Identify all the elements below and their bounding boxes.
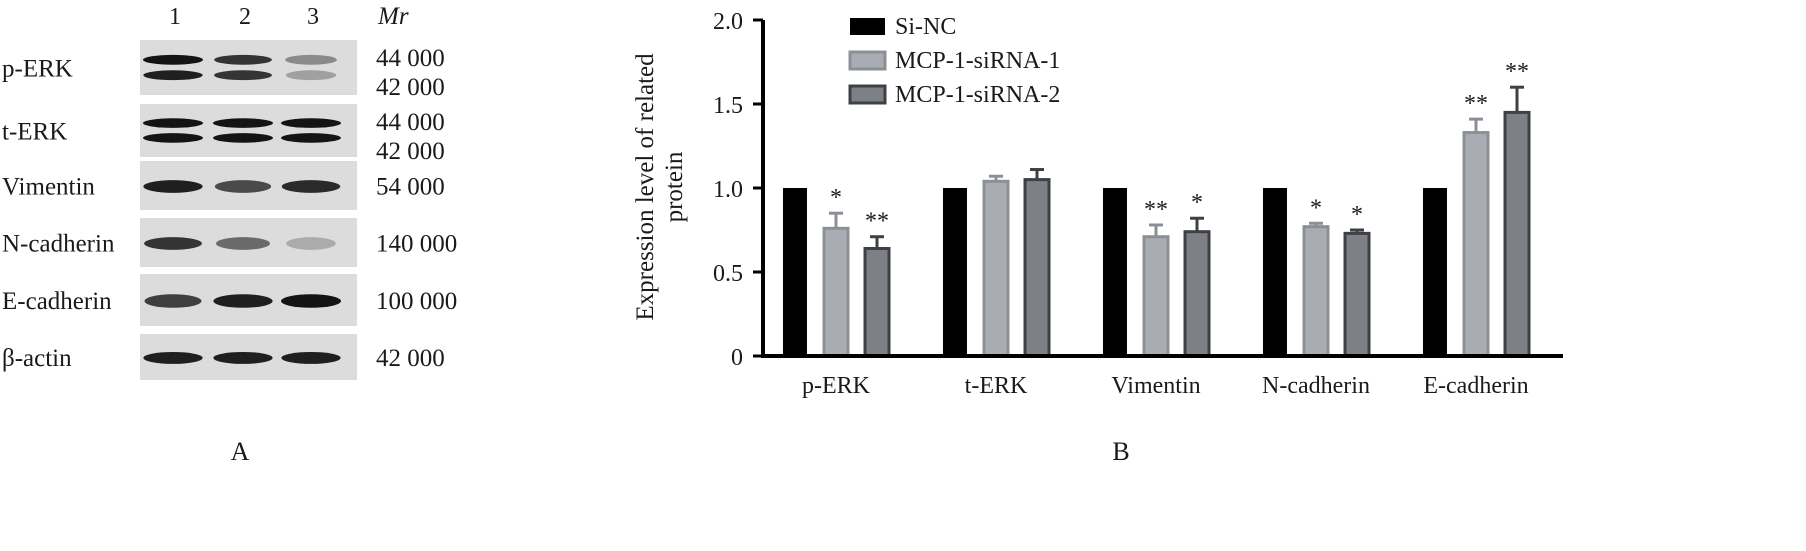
protein-band <box>281 118 341 128</box>
protein-band <box>214 70 272 81</box>
bar <box>1462 131 1490 358</box>
protein-label: t-ERK <box>2 119 67 146</box>
significance-marker: * <box>1351 202 1363 228</box>
protein-label: β-actin <box>2 345 72 372</box>
mr-value: 44 000 <box>376 109 445 136</box>
mr-header: Mr <box>377 3 409 30</box>
bar <box>1423 188 1447 356</box>
significance-marker: * <box>1191 190 1203 216</box>
bar <box>1142 235 1170 358</box>
significance-marker: ** <box>1464 91 1488 117</box>
mr-value: 42 000 <box>376 74 445 101</box>
bar <box>783 188 807 356</box>
protein-band <box>213 133 273 143</box>
legend-swatch <box>848 50 887 71</box>
y-axis-title: Expression level of related <box>632 53 659 321</box>
protein-band <box>286 237 336 250</box>
bar <box>1103 188 1127 356</box>
bar <box>1343 231 1371 358</box>
blot-strip <box>140 40 357 95</box>
x-category-label: E-cadherin <box>1423 373 1528 399</box>
bar <box>1263 188 1287 356</box>
bar <box>822 226 850 358</box>
mr-value: 100 000 <box>376 288 457 315</box>
blot-strip <box>140 104 357 157</box>
protein-band <box>143 54 203 65</box>
protein-band <box>143 118 203 128</box>
mr-value: 44 000 <box>376 45 445 72</box>
significance-marker: ** <box>1144 197 1168 223</box>
bar <box>943 188 967 356</box>
protein-label: p-ERK <box>2 56 73 83</box>
y-tick-label: 1.0 <box>713 177 743 203</box>
significance-marker: * <box>1310 195 1322 221</box>
protein-label: Vimentin <box>2 174 95 201</box>
protein-band <box>213 351 273 364</box>
legend-label: Si-NC <box>895 14 956 40</box>
protein-band <box>144 294 202 308</box>
significance-marker: ** <box>1505 59 1529 85</box>
protein-band <box>143 133 203 143</box>
protein-band <box>214 180 272 193</box>
protein-band <box>281 133 341 143</box>
lane-number: 2 <box>239 4 251 30</box>
bar <box>1302 225 1330 358</box>
mr-value: 42 000 <box>376 138 445 165</box>
bar-chart-panel: Expression level of related protein 0 0.5 1… <box>632 9 1563 466</box>
protein-band <box>214 54 272 65</box>
legend-label: MCP-1-siRNA-2 <box>895 82 1060 108</box>
protein-band <box>143 180 203 193</box>
legend-swatch <box>850 18 885 35</box>
bar <box>1023 178 1051 358</box>
y-axis-title: protein <box>661 151 688 222</box>
protein-band <box>216 237 270 250</box>
bar <box>1503 110 1531 358</box>
y-tick-label: 0 <box>731 345 743 371</box>
mr-value: 140 000 <box>376 231 457 258</box>
bar <box>863 246 891 358</box>
x-category-label: t-ERK <box>965 373 1028 399</box>
y-tick-label: 1.5 <box>713 93 743 119</box>
protein-band <box>285 54 337 65</box>
significance-marker: ** <box>865 209 889 235</box>
protein-band <box>143 351 203 364</box>
mr-value: 54 000 <box>376 174 445 201</box>
legend-label: MCP-1-siRNA-1 <box>895 48 1060 74</box>
y-tick-label: 0.5 <box>713 261 743 287</box>
lane-number: 1 <box>169 4 181 30</box>
significance-marker: * <box>830 185 842 211</box>
bar <box>982 179 1010 358</box>
legend-swatch <box>848 84 887 105</box>
protein-band <box>285 70 337 81</box>
protein-band <box>213 118 273 128</box>
panel-b-label: B <box>1112 437 1129 466</box>
protein-band <box>144 237 202 250</box>
lane-number: 3 <box>307 4 319 30</box>
protein-label: N-cadherin <box>2 231 115 258</box>
protein-band <box>213 294 273 308</box>
protein-band <box>281 294 341 308</box>
mr-value: 42 000 <box>376 345 445 372</box>
y-tick-label: 2.0 <box>713 9 743 35</box>
bar <box>1183 230 1211 358</box>
protein-band <box>281 351 341 364</box>
protein-band <box>281 180 341 193</box>
panel-a-label: A <box>231 437 250 466</box>
protein-label: E-cadherin <box>2 288 112 315</box>
protein-band <box>143 70 203 81</box>
x-category-label: p-ERK <box>802 373 871 399</box>
x-category-label: Vimentin <box>1111 373 1200 399</box>
x-category-label: N-cadherin <box>1262 373 1370 399</box>
